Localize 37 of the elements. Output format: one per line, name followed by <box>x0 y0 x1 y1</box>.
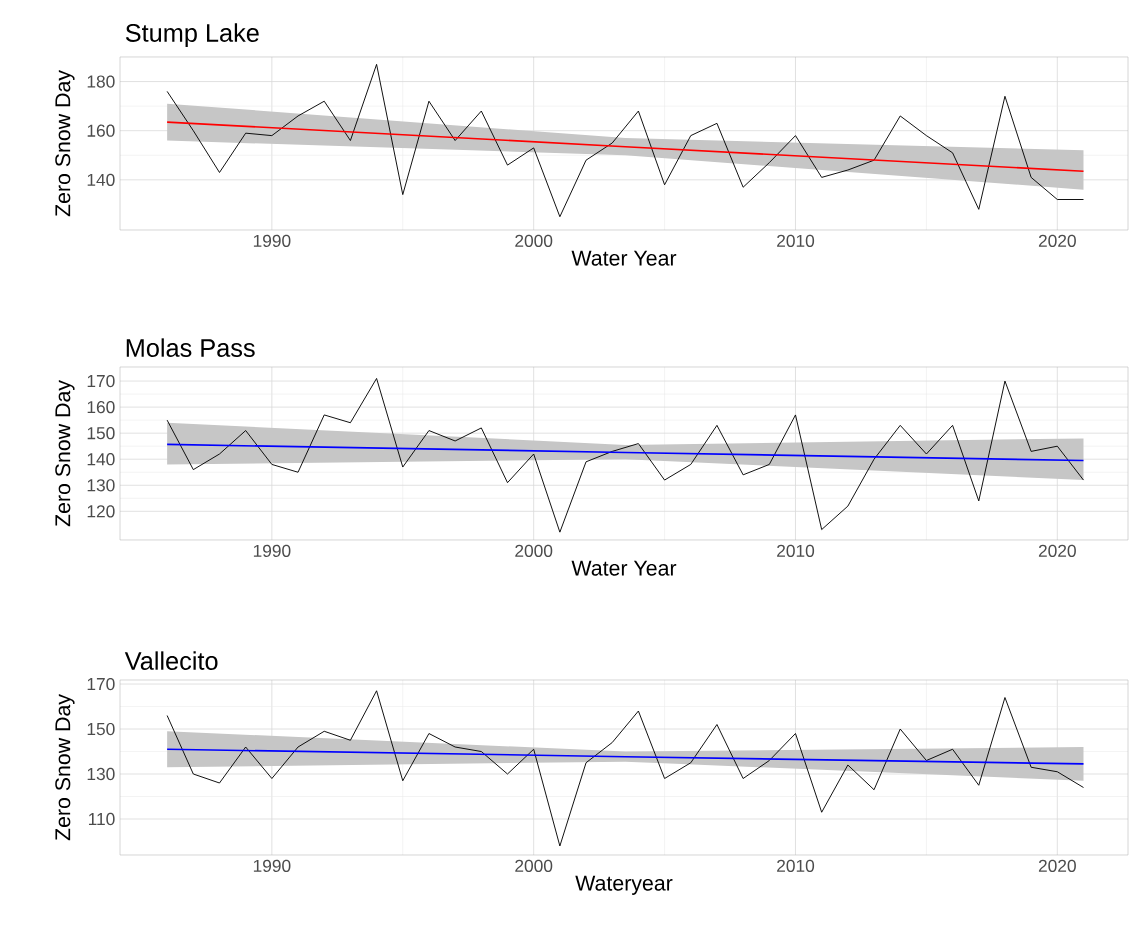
y-tick-label: 120 <box>87 505 115 518</box>
x-tick-label: 2000 <box>515 234 553 247</box>
x-tick-label: 2010 <box>777 544 815 557</box>
y-tick-label: 170 <box>87 677 115 691</box>
line-series <box>166 377 1084 533</box>
line-series <box>166 690 1084 847</box>
x-tick-label: 2000 <box>515 859 553 872</box>
x-tick-label: 2000 <box>515 544 553 557</box>
x-tick-label: 2020 <box>1038 544 1076 557</box>
chart-title: Vallecito <box>124 651 218 670</box>
x-tick-label: 1990 <box>253 544 291 557</box>
y-tick-label: 180 <box>87 75 115 88</box>
y-tick-label: 160 <box>87 124 115 137</box>
x-axis-title: Water Year <box>571 560 677 576</box>
x-axis-title: Wateryear <box>575 875 673 895</box>
line-series <box>166 63 1084 218</box>
y-axis-title: Zero Snow Day <box>55 70 75 217</box>
x-tick-label: 2020 <box>1038 234 1076 247</box>
y-tick-label: 160 <box>87 400 115 414</box>
y-tick-label: 110 <box>88 812 115 826</box>
y-tick-label: 170 <box>87 374 115 388</box>
x-tick-label: 2010 <box>777 234 815 247</box>
x-tick-label: 1990 <box>253 859 291 872</box>
chart-title: Stump Lake <box>125 23 259 47</box>
y-tick-label: 140 <box>87 453 115 466</box>
y-tick-label: 140 <box>87 173 115 186</box>
chart-title: Molas Pass <box>126 338 255 357</box>
x-tick-label: 2020 <box>1038 859 1076 872</box>
x-tick-label: 1990 <box>253 234 291 247</box>
y-tick-label: 150 <box>87 427 115 440</box>
y-tick-label: 130 <box>87 479 115 492</box>
x-axis-title: Water Year <box>571 250 677 266</box>
y-axis-title: Zero Snow Day <box>55 694 75 841</box>
x-tick-label: 2010 <box>777 859 815 872</box>
y-axis-title: Zero Snow Day <box>55 380 75 527</box>
y-tick-label: 150 <box>87 722 115 736</box>
y-tick-label: 130 <box>87 767 115 781</box>
